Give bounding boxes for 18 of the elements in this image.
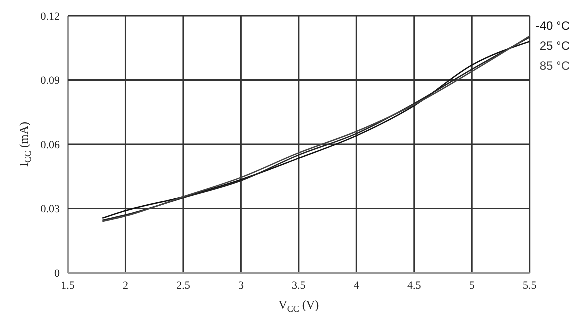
y-tick-label: 0.03 (40, 204, 60, 216)
x-axis-title: V$_{CC}$ (V) (278, 298, 320, 314)
y-tick-label: 0.09 (40, 75, 60, 88)
x-tick-label: 2 (122, 280, 128, 292)
series-label: 25 °C (538, 38, 570, 55)
y-tick-label: 0.12 (40, 10, 60, 23)
y-tick-label: 0.06 (40, 139, 60, 152)
x-tick-label: 5.5 (522, 280, 538, 292)
x-tick-label: 5 (469, 280, 476, 292)
x-tick-label: 3 (238, 280, 244, 292)
series-label: -40 °C (536, 18, 570, 35)
x-tick-label: 4 (354, 280, 360, 292)
x-tick-label: 2.5 (176, 280, 191, 292)
x-tick-label: 4.5 (408, 280, 422, 292)
y-tick-label: 0 (54, 268, 60, 280)
x-tick-label: 3.5 (292, 280, 306, 292)
x-tick-label: 1.5 (61, 280, 76, 292)
text: 85 °C (538, 58, 570, 75)
